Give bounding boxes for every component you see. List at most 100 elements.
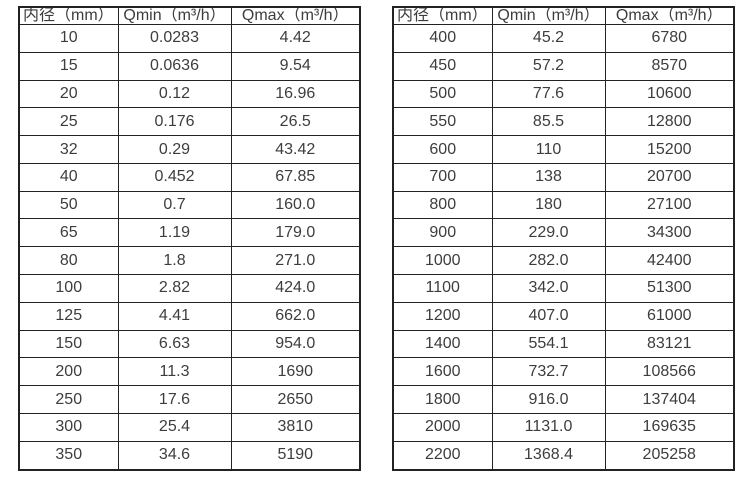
table-cell: 3810 — [230, 412, 361, 442]
table-body: 400 45.2 6780 450 57.2 8570 500 77.6 10600 550 85.… — [392, 24, 735, 471]
table-cell: 25 — [18, 107, 119, 137]
table-row: 300 25.4 3810 — [18, 412, 361, 442]
table-cell: 271.0 — [230, 246, 361, 276]
table-cell: 27100 — [604, 190, 735, 220]
table-row: 1100 342.0 51300 — [392, 274, 735, 303]
table-cell: 40 — [18, 162, 119, 192]
table-row: 2000 1131.0 169635 — [392, 412, 735, 442]
table-cell: 1368.4 — [491, 440, 606, 471]
col-header-diameter: 内径（mm） — [392, 6, 493, 25]
table-row: 40 0.452 67.85 — [18, 162, 361, 192]
table-row: 450 57.2 8570 — [392, 51, 735, 81]
table-cell: 110 — [491, 135, 606, 164]
table-cell: 0.0283 — [117, 24, 232, 53]
header-row: 内径（mm） Qmin（m³/h） Qmax（m³/h） — [392, 6, 735, 25]
table-cell: 554.1 — [491, 329, 606, 359]
table-cell: 179.0 — [230, 218, 361, 248]
table-cell: 57.2 — [491, 51, 606, 81]
table-cell: 138 — [491, 162, 606, 192]
table-cell: 6.63 — [117, 329, 232, 359]
table-cell: 34.6 — [117, 440, 232, 471]
table-cell: 137404 — [604, 385, 735, 414]
table-row: 1600 732.7 108566 — [392, 357, 735, 387]
table-row: 100 2.82 424.0 — [18, 274, 361, 303]
table-cell: 10 — [18, 24, 119, 53]
table-cell: 1600 — [392, 357, 493, 387]
col-header-qmax: Qmax（m³/h） — [230, 6, 361, 25]
table-cell: 1400 — [392, 329, 493, 359]
table-cell: 65 — [18, 218, 119, 248]
table-cell: 26.5 — [230, 107, 361, 137]
table-row: 250 17.6 2650 — [18, 385, 361, 414]
table-row: 550 85.5 12800 — [392, 107, 735, 137]
table-cell: 200 — [18, 357, 119, 387]
table-row: 800 180 27100 — [392, 190, 735, 220]
table-cell: 61000 — [604, 301, 735, 331]
table-cell: 20700 — [604, 162, 735, 192]
table-cell: 229.0 — [491, 218, 606, 248]
table-cell: 600 — [392, 135, 493, 164]
table-cell: 2200 — [392, 440, 493, 471]
table-cell: 20 — [18, 79, 119, 109]
table-cell: 2.82 — [117, 274, 232, 303]
table-cell: 100 — [18, 274, 119, 303]
table-row: 10 0.0283 4.42 — [18, 24, 361, 53]
table-cell: 77.6 — [491, 79, 606, 109]
table-cell: 662.0 — [230, 301, 361, 331]
table-cell: 400 — [392, 24, 493, 53]
table-cell: 6780 — [604, 24, 735, 53]
table-row: 80 1.8 271.0 — [18, 246, 361, 276]
table-cell: 282.0 — [491, 246, 606, 276]
table-cell: 407.0 — [491, 301, 606, 331]
table-cell: 150 — [18, 329, 119, 359]
table-cell: 1100 — [392, 274, 493, 303]
table-cell: 450 — [392, 51, 493, 81]
table-cell: 954.0 — [230, 329, 361, 359]
table-cell: 1690 — [230, 357, 361, 387]
table-row: 200 11.3 1690 — [18, 357, 361, 387]
table-cell: 0.0636 — [117, 51, 232, 81]
table-cell: 108566 — [604, 357, 735, 387]
table-cell: 16.96 — [230, 79, 361, 109]
table-row: 125 4.41 662.0 — [18, 301, 361, 331]
table-cell: 4.41 — [117, 301, 232, 331]
table-row: 20 0.12 16.96 — [18, 79, 361, 109]
col-header-qmin: Qmin（m³/h） — [491, 6, 606, 25]
table-cell: 180 — [491, 190, 606, 220]
table-cell: 1200 — [392, 301, 493, 331]
table-cell: 500 — [392, 79, 493, 109]
table-row: 500 77.6 10600 — [392, 79, 735, 109]
table-cell: 1.8 — [117, 246, 232, 276]
table-cell: 25.4 — [117, 412, 232, 442]
table-cell: 11.3 — [117, 357, 232, 387]
table-cell: 51300 — [604, 274, 735, 303]
table-cell: 12800 — [604, 107, 735, 137]
table-row: 150 6.63 954.0 — [18, 329, 361, 359]
table-row: 25 0.176 26.5 — [18, 107, 361, 137]
table-cell: 0.7 — [117, 190, 232, 220]
table-row: 600 110 15200 — [392, 135, 735, 164]
col-header-diameter: 内径（mm） — [18, 6, 119, 25]
table-row: 32 0.29 43.42 — [18, 135, 361, 164]
table-cell: 800 — [392, 190, 493, 220]
table-row: 350 34.6 5190 — [18, 440, 361, 471]
table-cell: 45.2 — [491, 24, 606, 53]
flow-table-large-diameters: 内径（mm） Qmin（m³/h） Qmax（m³/h） 400 45.2 6780… — [392, 6, 735, 471]
table-cell: 1.19 — [117, 218, 232, 248]
table-cell: 32 — [18, 135, 119, 164]
table-cell: 169635 — [604, 412, 735, 442]
table-row: 1800 916.0 137404 — [392, 385, 735, 414]
table-cell: 0.452 — [117, 162, 232, 192]
table-row: 50 0.7 160.0 — [18, 190, 361, 220]
table-cell: 5190 — [230, 440, 361, 471]
table-cell: 17.6 — [117, 385, 232, 414]
col-header-qmin: Qmin（m³/h） — [117, 6, 232, 25]
table-cell: 732.7 — [491, 357, 606, 387]
table-cell: 160.0 — [230, 190, 361, 220]
table-cell: 15200 — [604, 135, 735, 164]
table-cell: 300 — [18, 412, 119, 442]
table-cell: 85.5 — [491, 107, 606, 137]
table-cell: 4.42 — [230, 24, 361, 53]
table-cell: 10600 — [604, 79, 735, 109]
